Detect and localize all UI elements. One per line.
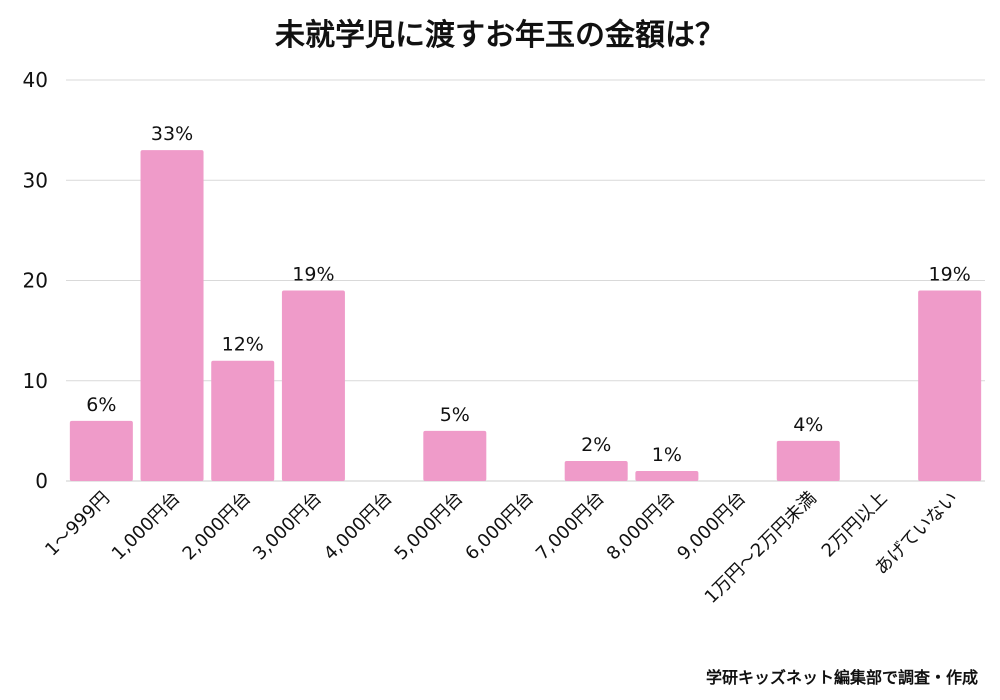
bar — [776, 440, 840, 481]
data-label: 5% — [440, 404, 470, 426]
data-label: 6% — [86, 394, 116, 416]
y-tick-label: 0 — [35, 469, 48, 493]
x-tick-label: 4,000円台 — [320, 488, 397, 565]
x-tick-label: 3,000円台 — [249, 488, 326, 565]
data-label: 33% — [151, 123, 193, 145]
bar — [564, 460, 628, 481]
bar — [69, 420, 133, 481]
y-tick-label: 30 — [23, 168, 48, 192]
x-tick-label: 5,000円台 — [391, 488, 468, 565]
x-tick-label: 2,000円台 — [179, 488, 256, 565]
y-tick-label: 40 — [23, 68, 48, 92]
x-tick-label: 1,000円台 — [108, 488, 185, 565]
x-tick-label: 8,000円台 — [603, 488, 680, 565]
y-tick-label: 10 — [23, 369, 48, 393]
chart-title: 未就学児に渡すお年玉の金額は？ — [275, 18, 725, 53]
data-label: 19% — [929, 264, 971, 286]
bar — [918, 290, 982, 481]
x-tick-label: 1〜999円 — [41, 488, 114, 561]
data-label: 1% — [652, 444, 682, 466]
credit-text: 学研キッズネット編集部で調査・作成 — [705, 668, 978, 687]
data-label: 19% — [292, 264, 334, 286]
x-tick-label: 2万円以上 — [818, 488, 892, 562]
y-tick-label: 20 — [23, 269, 48, 293]
bar — [140, 150, 204, 482]
x-tick-label: 7,000円台 — [532, 488, 609, 565]
bar — [423, 430, 487, 481]
x-tick-label: 6,000円台 — [461, 488, 538, 565]
x-tick-label: 9,000円台 — [673, 488, 750, 565]
bar — [635, 470, 699, 481]
data-label: 2% — [581, 434, 611, 456]
bar — [281, 290, 345, 481]
bar — [211, 360, 275, 481]
data-label: 12% — [222, 334, 264, 356]
data-label: 4% — [793, 414, 823, 436]
